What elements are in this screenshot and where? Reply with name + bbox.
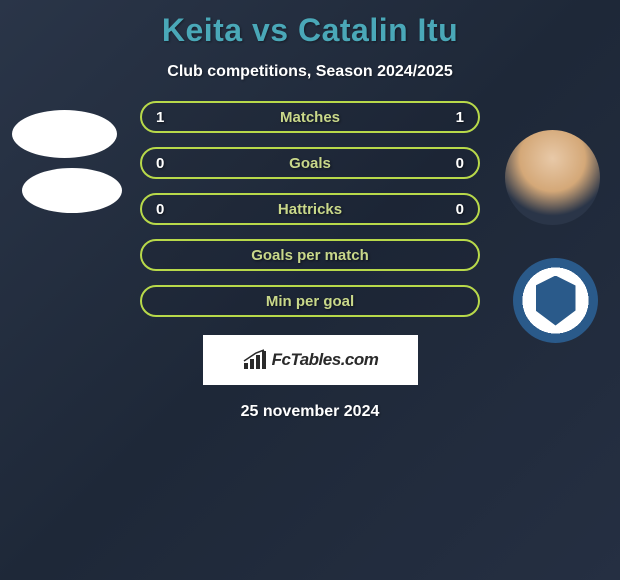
stat-row: 1 Matches 1 (20, 101, 600, 133)
stat-value-left: 1 (156, 109, 176, 126)
brand-text: FcTables.com (272, 350, 379, 370)
date-text: 25 november 2024 (10, 385, 610, 439)
brand-box[interactable]: FcTables.com (203, 335, 418, 385)
stat-label: Matches (280, 109, 340, 126)
stat-value-right: 1 (444, 109, 464, 126)
comparison-card: Keita vs Catalin Itu Club competitions, … (0, 0, 620, 439)
stat-value-left: 0 (156, 201, 176, 218)
stat-row: Goals per match (20, 239, 600, 271)
stat-label: Min per goal (266, 293, 354, 310)
stats-area: 1 Matches 1 0 Goals 0 0 Hattricks 0 Goal… (10, 101, 610, 317)
stat-bar-goals-per-match: Goals per match (140, 239, 480, 271)
stat-value-left: 0 (156, 155, 176, 172)
chart-icon (242, 349, 268, 371)
stat-bar-goals: 0 Goals 0 (140, 147, 480, 179)
stat-row: 0 Goals 0 (20, 147, 600, 179)
stat-bar-matches: 1 Matches 1 (140, 101, 480, 133)
stat-bar-hattricks: 0 Hattricks 0 (140, 193, 480, 225)
stat-label: Goals (289, 155, 331, 172)
stat-row: Min per goal (20, 285, 600, 317)
stat-value-right: 0 (444, 155, 464, 172)
page-title: Keita vs Catalin Itu (10, 0, 610, 57)
stat-label: Hattricks (278, 201, 342, 218)
stat-row: 0 Hattricks 0 (20, 193, 600, 225)
stat-value-right: 0 (444, 201, 464, 218)
subtitle: Club competitions, Season 2024/2025 (10, 57, 610, 101)
stat-label: Goals per match (251, 247, 369, 264)
stat-bar-min-per-goal: Min per goal (140, 285, 480, 317)
